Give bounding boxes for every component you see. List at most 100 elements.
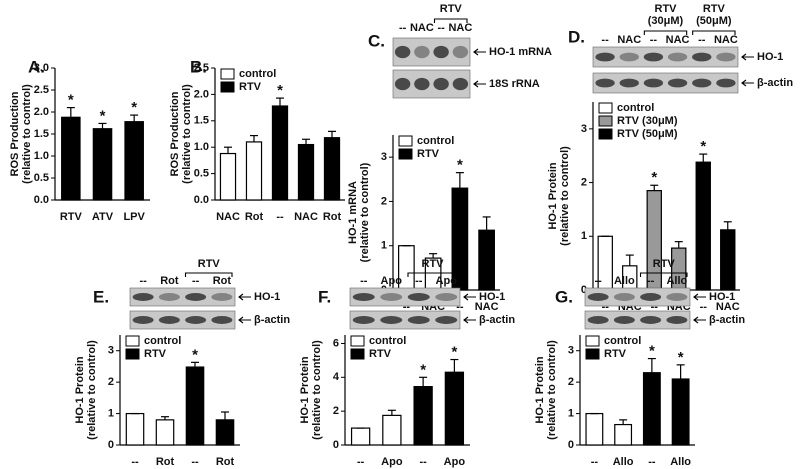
blot-band xyxy=(692,78,712,88)
blot-label: β-actin xyxy=(757,77,793,89)
bar xyxy=(219,152,237,201)
blot-band xyxy=(666,293,688,301)
y-tick-label: 2 xyxy=(568,376,574,388)
blot-label: HO-1 xyxy=(479,291,505,303)
bar xyxy=(185,366,205,446)
legend-swatch xyxy=(585,335,600,347)
y-tick-label: 2.0 xyxy=(194,88,209,100)
blot-band xyxy=(435,316,458,324)
x-tick-label: -- xyxy=(591,456,599,468)
blot-band xyxy=(352,293,375,301)
blot-band xyxy=(211,316,233,324)
x-tick-label: -- xyxy=(403,301,411,313)
blot-band xyxy=(643,52,664,62)
y-axis-label: (relative to control) xyxy=(559,146,571,246)
lane-label: -- xyxy=(192,275,200,287)
legend-label: control xyxy=(617,102,654,114)
lane-label: NAC xyxy=(617,34,641,46)
blot-band xyxy=(643,78,664,88)
blot-band xyxy=(380,316,403,324)
lane-label: Rot xyxy=(213,275,232,287)
group-bracket xyxy=(184,272,233,277)
significance-mark: * xyxy=(651,169,657,186)
y-tick-label: 2.5 xyxy=(34,84,49,96)
y-tick-label: 1 xyxy=(581,230,587,242)
group-bracket xyxy=(643,30,688,35)
lane-label: -- xyxy=(399,22,407,34)
legend-label: RTV (30μM) xyxy=(617,115,678,127)
blot xyxy=(129,287,236,307)
y-tick-label: 3 xyxy=(381,151,387,163)
x-tick-label: LPV xyxy=(123,211,145,223)
lane-label: NAC xyxy=(666,34,690,46)
blot-band xyxy=(433,77,449,91)
blot-label: HO-1 mRNA xyxy=(489,46,552,58)
y-axis-label: HO-1 Protein xyxy=(74,356,86,424)
bar xyxy=(478,229,495,291)
lane-label: Rot xyxy=(160,275,179,287)
blot-band xyxy=(380,293,403,301)
y-tick-label: 2 xyxy=(108,376,114,388)
bar xyxy=(382,414,402,446)
group-bracket xyxy=(407,272,458,277)
x-tick-label: -- xyxy=(651,301,659,313)
x-tick-label: Rot xyxy=(323,211,342,223)
blot-label: β-actin xyxy=(709,314,745,326)
lane-label: -- xyxy=(437,22,445,34)
y-axis-label: (relative to control) xyxy=(21,84,33,184)
x-tick-label: -- xyxy=(456,301,464,313)
legend-label: RTV (50μM) xyxy=(617,128,678,140)
blot-band xyxy=(667,52,688,62)
bar xyxy=(245,141,263,201)
x-tick-label: ATV xyxy=(92,211,114,223)
blot xyxy=(349,287,461,307)
legend-swatch xyxy=(598,128,613,140)
blot xyxy=(349,310,461,330)
y-tick-label: 6 xyxy=(333,337,339,349)
significance-mark: * xyxy=(457,157,463,174)
y-tick-label: 0.0 xyxy=(34,194,49,206)
significance-mark: * xyxy=(131,99,137,116)
blot-band xyxy=(716,52,736,62)
x-tick-label: RTV xyxy=(60,211,83,223)
blot-arrow xyxy=(463,293,476,301)
blot-band xyxy=(132,293,154,301)
significance-mark: * xyxy=(100,107,106,124)
y-tick-label: 1.0 xyxy=(194,141,209,153)
significance-mark: * xyxy=(700,138,706,155)
blot-band xyxy=(640,293,662,301)
significance-mark: * xyxy=(678,349,684,366)
lane-label: -- xyxy=(698,34,706,46)
legend-label: RTV xyxy=(417,148,440,160)
lane-label: -- xyxy=(650,34,658,46)
bar xyxy=(671,378,690,446)
blot-band xyxy=(613,316,635,324)
x-tick-label: Allo xyxy=(670,456,691,468)
significance-mark: * xyxy=(192,346,198,363)
y-tick-label: 3 xyxy=(568,345,574,357)
significance-mark: * xyxy=(277,82,283,99)
blot-band xyxy=(407,293,430,301)
blot-band xyxy=(158,293,180,301)
blot-band xyxy=(640,316,662,324)
group-label: RTV xyxy=(440,3,463,15)
bar xyxy=(350,427,371,446)
blot-band xyxy=(613,293,635,301)
blot-band xyxy=(595,52,615,62)
legend-label: control xyxy=(144,335,181,347)
blot-band xyxy=(352,316,375,324)
group-bracket xyxy=(433,18,468,23)
x-tick-label: NAC xyxy=(216,211,240,223)
blot-band xyxy=(414,77,430,91)
bar xyxy=(124,121,144,201)
bar xyxy=(297,143,315,201)
x-tick-label: Allo xyxy=(613,456,634,468)
significance-mark: * xyxy=(649,343,655,360)
y-tick-label: 2 xyxy=(333,405,339,417)
x-tick-label: -- xyxy=(191,456,199,468)
panel-label: B. xyxy=(190,57,207,76)
lane-label: Allo xyxy=(666,275,687,287)
bar xyxy=(125,412,145,446)
legend-swatch xyxy=(220,68,235,80)
bar xyxy=(271,105,289,201)
